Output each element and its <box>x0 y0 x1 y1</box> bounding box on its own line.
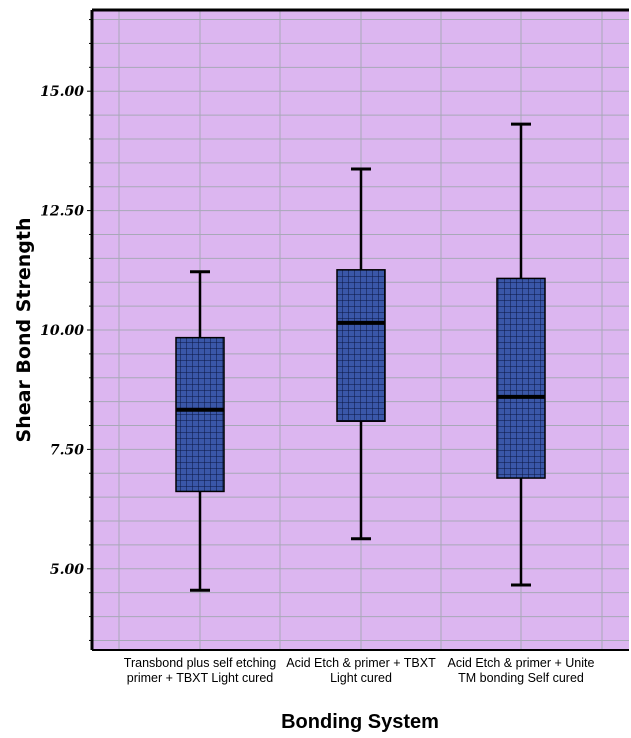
y-axis-label: Shear Bond Strength <box>13 218 35 443</box>
iqr-box <box>336 269 386 422</box>
iqr-box <box>496 277 546 479</box>
box-2 <box>336 167 386 541</box>
x-category-label: TM bonding Self cured <box>458 671 584 685</box>
x-axis-label: Bonding System <box>281 711 439 733</box>
y-tick-label: 5.00 <box>50 562 84 578</box>
x-category-label: primer + TBXT Light cured <box>127 671 274 685</box>
x-category-label: Transbond plus self etching <box>124 656 276 670</box>
boxes-group <box>175 122 546 592</box>
iqr-box <box>175 336 225 493</box>
box-1 <box>175 270 225 592</box>
x-category-label: Acid Etch & primer + TBXT <box>286 656 436 670</box>
x-category-label: Light cured <box>330 671 392 685</box>
box-3 <box>496 122 546 587</box>
y-tick-label: 7.50 <box>50 442 84 458</box>
axes <box>87 8 629 651</box>
y-tick-label: 15.00 <box>40 84 84 100</box>
x-category-label: Acid Etch & primer + Unite <box>448 656 595 670</box>
y-tick-label: 12.50 <box>40 204 84 220</box>
y-tick-label: 10.00 <box>40 323 84 339</box>
y-tick-labels: 5.00 7.50 10.00 12.50 15.00 <box>40 84 84 578</box>
